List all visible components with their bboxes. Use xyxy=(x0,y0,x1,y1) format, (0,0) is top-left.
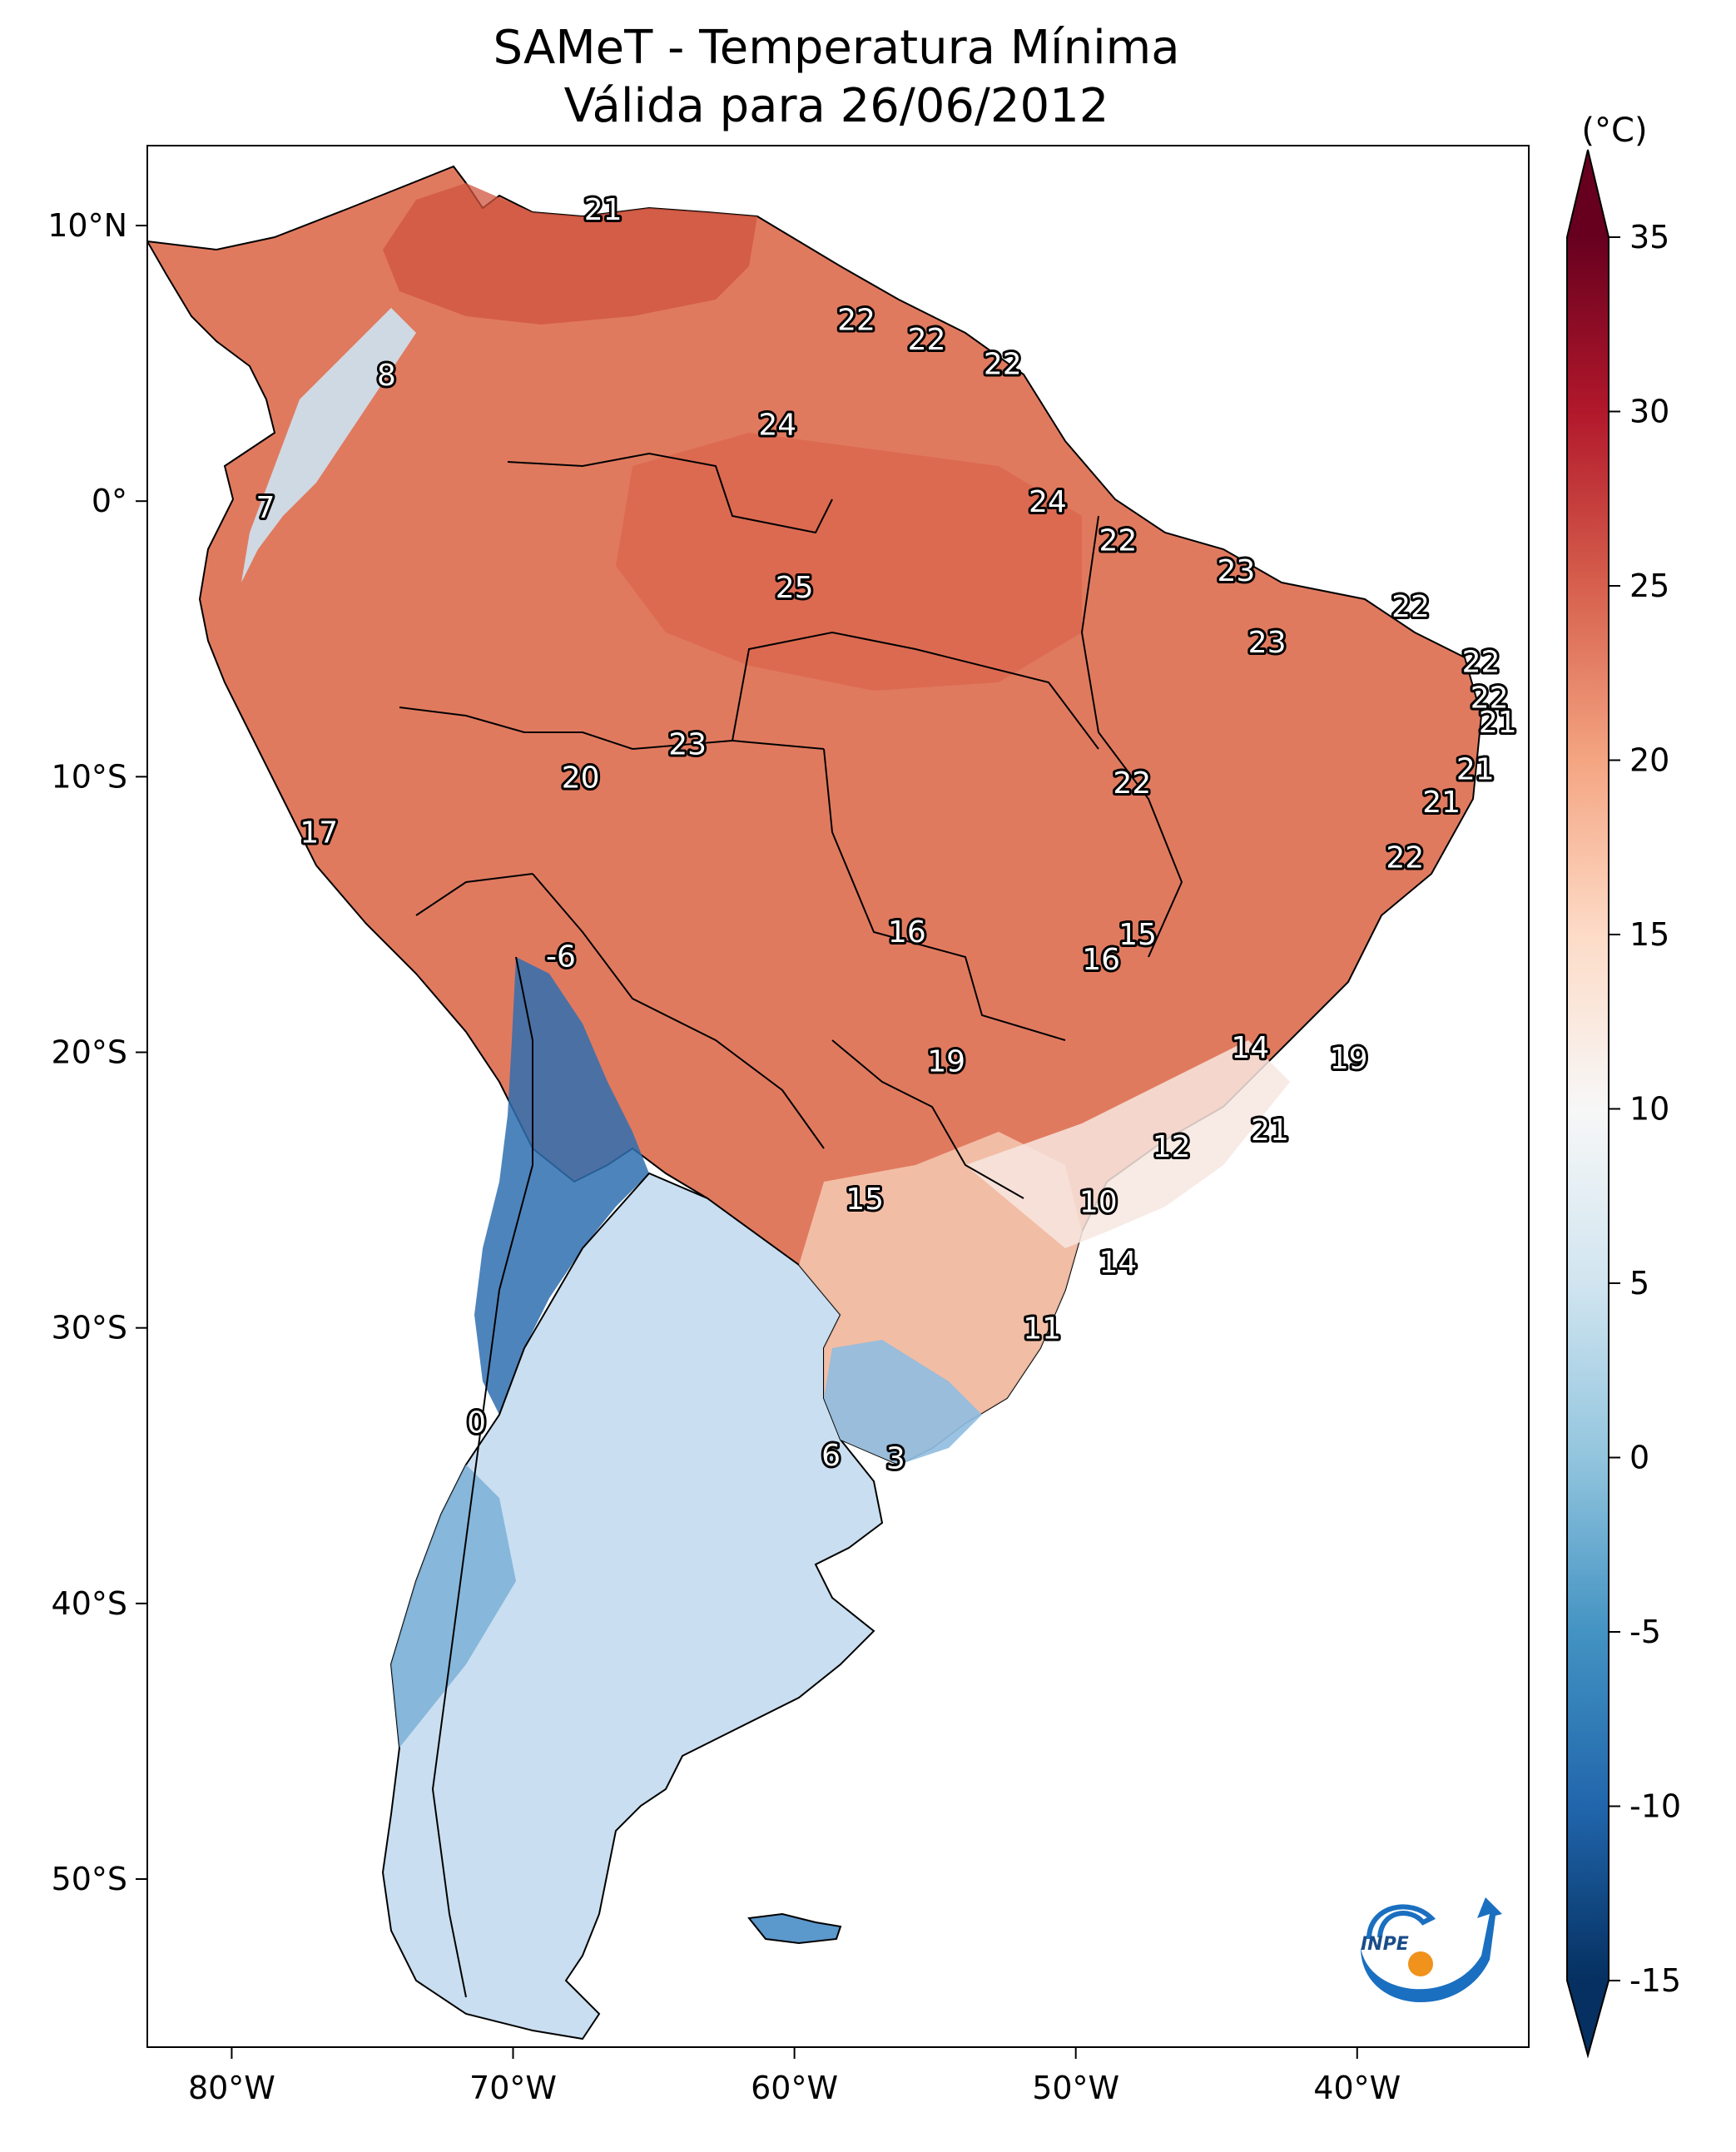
station-value-label: 19 xyxy=(927,1044,965,1078)
colorbar-tick-label: 30 xyxy=(1629,394,1669,430)
station-value-label: 0 xyxy=(467,1406,486,1440)
station-value-label: 21 xyxy=(1479,706,1517,740)
chart-title: SAMeT - Temperatura Mínima xyxy=(493,21,1180,75)
colorbar-tick-label: -15 xyxy=(1629,1962,1681,1999)
lat-tick-label: 50°S xyxy=(52,1861,127,1897)
station-value-label: 24 xyxy=(758,408,796,442)
map-frame xyxy=(146,145,1530,2048)
station-value-label: 15 xyxy=(846,1183,884,1217)
station-value-label: 22 xyxy=(1113,766,1151,801)
station-value-label: 23 xyxy=(1217,554,1255,588)
land-amazon-warm xyxy=(616,433,1082,691)
colorbar-tick-label: 35 xyxy=(1629,219,1669,255)
station-value-label: 16 xyxy=(888,915,926,950)
station-value-label: -6 xyxy=(546,940,576,974)
land-southeast-light xyxy=(965,1040,1290,1248)
lat-tick-label: 40°S xyxy=(52,1585,127,1622)
lon-tick-label: 60°W xyxy=(751,2070,838,2106)
colorbar-tick-label: 10 xyxy=(1629,1091,1669,1128)
station-value-label: 12 xyxy=(1153,1130,1191,1164)
logo-arrow xyxy=(1366,1904,1436,1940)
colorbar-tick-label: 5 xyxy=(1629,1265,1649,1302)
colorbar: (°C) 35 30 25 20 15 10 5 0 -5 -10 -15 xyxy=(1566,112,1681,2059)
station-value-label: 21 xyxy=(584,193,622,227)
colorbar-tick-label: -10 xyxy=(1629,1788,1681,1825)
colorbar-extend-top xyxy=(1567,150,1609,237)
station-value-label: 17 xyxy=(300,816,338,850)
station-value-label: 24 xyxy=(1029,485,1067,519)
station-value-label: 15 xyxy=(1118,918,1157,952)
land-uruguay-blue xyxy=(824,1340,982,1465)
colorbar-ticks: 35 30 25 20 15 10 5 0 -5 -10 -15 xyxy=(1609,219,1681,1999)
station-value-label: 25 xyxy=(776,571,814,605)
country-borders xyxy=(399,452,1183,1998)
chart-subtitle: Válida para 26/06/2012 xyxy=(563,79,1109,133)
station-value-label: 3 xyxy=(886,1441,905,1475)
land-patagonia-blue xyxy=(391,1465,516,1748)
lat-tick-label: 10°N xyxy=(47,207,127,244)
colorbar-bar xyxy=(1567,237,1609,1981)
station-value-label: 22 xyxy=(1391,590,1430,624)
station-value-label: 14 xyxy=(1231,1031,1269,1065)
logo-text: INPE xyxy=(1361,1934,1409,1955)
station-value-label: 23 xyxy=(668,728,707,762)
colorbar-tick-label: 20 xyxy=(1629,742,1669,779)
lon-tick-label: 80°W xyxy=(188,2070,275,2106)
land-colombia-cold xyxy=(241,308,416,583)
latitude-axis: 10°N 0° 10°S 20°S 30°S 40°S 50°S xyxy=(47,207,147,1897)
station-value-label: 22 xyxy=(908,323,946,357)
land-andes-cold xyxy=(474,957,649,1415)
station-value-label: 19 xyxy=(1330,1042,1368,1076)
lat-tick-label: 10°S xyxy=(52,758,127,795)
station-value-label: 22 xyxy=(1462,645,1500,679)
logo-swoosh xyxy=(1361,1897,1502,2003)
station-value-label: 21 xyxy=(1456,752,1495,786)
colorbar-unit-label: (°C) xyxy=(1581,112,1647,150)
lat-tick-label: 20°S xyxy=(52,1034,127,1071)
station-value-label: 21 xyxy=(1251,1113,1289,1148)
station-value-label: 22 xyxy=(1099,524,1137,558)
colorbar-tick-label: 25 xyxy=(1629,568,1669,604)
colorbar-tick-label: 15 xyxy=(1629,916,1669,953)
colorbar-tick-label: 0 xyxy=(1629,1440,1649,1476)
station-value-label: 23 xyxy=(1248,626,1287,660)
lon-tick-label: 70°W xyxy=(469,2070,557,2106)
longitude-axis: 80°W 70°W 60°W 50°W 40°W xyxy=(188,2047,1401,2106)
station-value-label: 16 xyxy=(1082,943,1120,977)
station-value-label: 11 xyxy=(1023,1312,1061,1346)
lon-tick-label: 50°W xyxy=(1032,2070,1119,2106)
station-value-label: 20 xyxy=(562,761,600,795)
station-value-label: 8 xyxy=(377,359,396,393)
map-panel xyxy=(146,145,1530,2048)
station-value-label: 22 xyxy=(1471,681,1509,715)
land-falklands xyxy=(747,1912,842,1945)
station-value-label: 21 xyxy=(1422,786,1461,820)
station-value-label: 10 xyxy=(1079,1185,1118,1219)
lat-tick-label: 30°S xyxy=(52,1310,127,1346)
station-value-label: 22 xyxy=(984,348,1022,382)
inpe-logo: INPE xyxy=(1361,1897,1502,2003)
lat-tick-label: 0° xyxy=(92,483,127,519)
land-north-deep xyxy=(383,183,757,325)
colorbar-extend-bottom xyxy=(1567,1981,1609,2055)
colorbar-tick-label: -5 xyxy=(1629,1614,1661,1650)
station-value-label: 6 xyxy=(821,1439,841,1473)
lon-tick-label: 40°W xyxy=(1313,2070,1401,2106)
station-value-label: 22 xyxy=(1386,840,1424,875)
logo-dot xyxy=(1408,1951,1433,1976)
station-value-label: 7 xyxy=(256,491,275,525)
station-value-label: 14 xyxy=(1099,1246,1137,1280)
station-value-label: 22 xyxy=(837,304,875,338)
